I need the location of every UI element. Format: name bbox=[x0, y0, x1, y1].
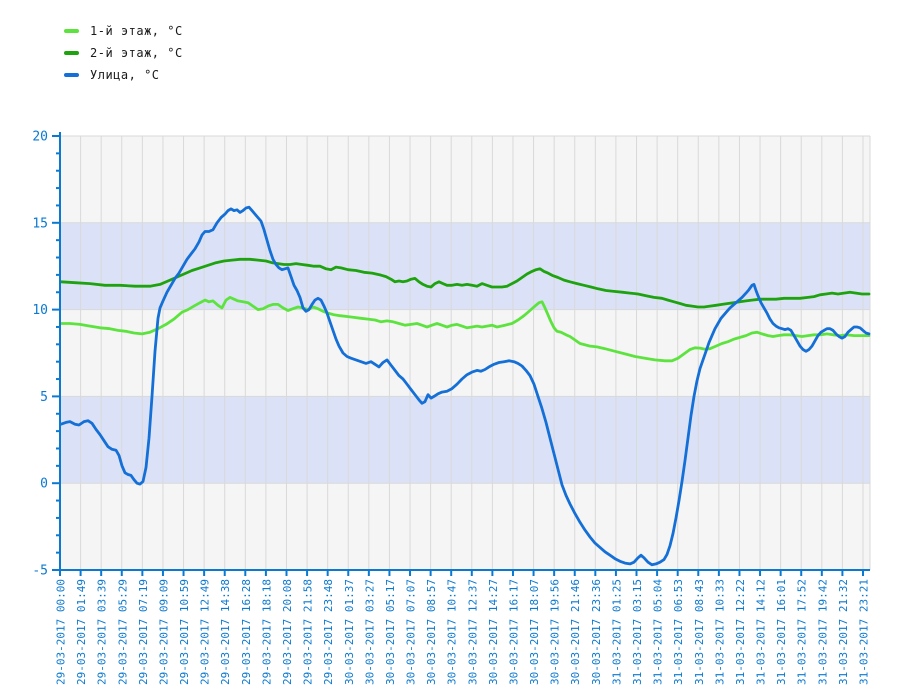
y-axis-label: 20 bbox=[32, 130, 48, 145]
x-axis-label: 29-03-2017 00:00 bbox=[55, 579, 68, 685]
x-axis-label: 30-03-2017 18:07 bbox=[528, 579, 541, 685]
x-axis-label: 31-03-2017 21:32 bbox=[837, 579, 850, 685]
x-axis-label: 30-03-2017 12:37 bbox=[466, 579, 479, 685]
legend-item-2: Улица, °C bbox=[64, 64, 183, 86]
x-axis-label: 30-03-2017 10:47 bbox=[446, 579, 459, 685]
highlight-band bbox=[60, 396, 870, 484]
series-line-2 bbox=[59, 205, 871, 567]
x-axis-label: 30-03-2017 14:27 bbox=[487, 579, 500, 685]
x-axis-label: 29-03-2017 01:49 bbox=[75, 579, 88, 685]
legend-swatch-icon bbox=[64, 51, 79, 55]
y-axis-label: 5 bbox=[40, 390, 48, 405]
x-axis-label: 29-03-2017 10:59 bbox=[178, 579, 191, 685]
x-axis-label: 31-03-2017 12:22 bbox=[734, 579, 747, 685]
x-axis-label: 31-03-2017 23:21 bbox=[858, 579, 871, 685]
legend-item-1: 2-й этаж, °C bbox=[64, 42, 183, 64]
series-line-0 bbox=[59, 295, 871, 363]
x-axis-label: 31-03-2017 16:01 bbox=[775, 579, 788, 685]
y-axis-label: 10 bbox=[32, 303, 48, 318]
x-axis-label: 31-03-2017 03:15 bbox=[631, 579, 644, 685]
x-axis-label: 29-03-2017 12:49 bbox=[199, 579, 212, 685]
y-axis-label: -5 bbox=[32, 564, 48, 579]
x-axis-label: 30-03-2017 21:46 bbox=[569, 579, 582, 685]
x-axis-label: 29-03-2017 14:38 bbox=[219, 579, 232, 685]
series-line-1 bbox=[59, 257, 871, 309]
x-axis-label: 31-03-2017 01:25 bbox=[610, 579, 623, 685]
x-axis-label: 31-03-2017 10:33 bbox=[713, 579, 726, 685]
legend-label: 2-й этаж, °C bbox=[90, 46, 183, 60]
x-axis-label: 31-03-2017 17:52 bbox=[796, 579, 809, 685]
x-axis-label: 29-03-2017 05:29 bbox=[116, 579, 129, 685]
x-axis-label: 29-03-2017 18:18 bbox=[260, 579, 273, 685]
chart-legend: 1-й этаж, °C 2-й этаж, °C Улица, °C bbox=[64, 20, 183, 86]
x-axis-label: 31-03-2017 05:04 bbox=[652, 579, 665, 685]
x-axis-label: 30-03-2017 05:17 bbox=[384, 579, 397, 685]
x-axis-label: 30-03-2017 23:36 bbox=[590, 579, 603, 685]
x-axis-label: 29-03-2017 09:09 bbox=[157, 579, 170, 685]
legend-item-0: 1-й этаж, °C bbox=[64, 20, 183, 42]
legend-label: 1-й этаж, °C bbox=[90, 24, 183, 38]
x-axis-label: 30-03-2017 07:07 bbox=[405, 579, 418, 685]
x-axis-label: 30-03-2017 08:57 bbox=[425, 579, 438, 685]
highlight-band bbox=[60, 222, 870, 310]
x-axis-label: 30-03-2017 19:56 bbox=[549, 579, 562, 685]
y-axis-label: 15 bbox=[32, 216, 48, 231]
x-axis-label: 30-03-2017 03:27 bbox=[363, 579, 376, 685]
x-axis-label: 30-03-2017 01:37 bbox=[343, 579, 356, 685]
x-axis-label: 31-03-2017 14:12 bbox=[755, 579, 768, 685]
x-axis-label: 31-03-2017 19:42 bbox=[816, 579, 829, 685]
x-axis-label: 29-03-2017 23:48 bbox=[322, 579, 335, 685]
x-axis-label: 29-03-2017 07:19 bbox=[137, 579, 150, 685]
x-axis-label: 31-03-2017 06:53 bbox=[672, 579, 685, 685]
x-axis-label: 29-03-2017 21:58 bbox=[302, 579, 315, 685]
x-axis-label: 29-03-2017 20:08 bbox=[281, 579, 294, 685]
x-axis-label: 31-03-2017 08:43 bbox=[693, 579, 706, 685]
x-axis-label: 29-03-2017 03:39 bbox=[96, 579, 109, 685]
plot-background bbox=[60, 136, 870, 570]
legend-swatch-icon bbox=[64, 73, 79, 77]
legend-swatch-icon bbox=[64, 29, 79, 33]
x-axis-label: 29-03-2017 16:28 bbox=[240, 579, 253, 685]
legend-label: Улица, °C bbox=[90, 68, 160, 82]
y-axis-label: 0 bbox=[40, 477, 48, 492]
x-axis-label: 30-03-2017 16:17 bbox=[507, 579, 520, 685]
